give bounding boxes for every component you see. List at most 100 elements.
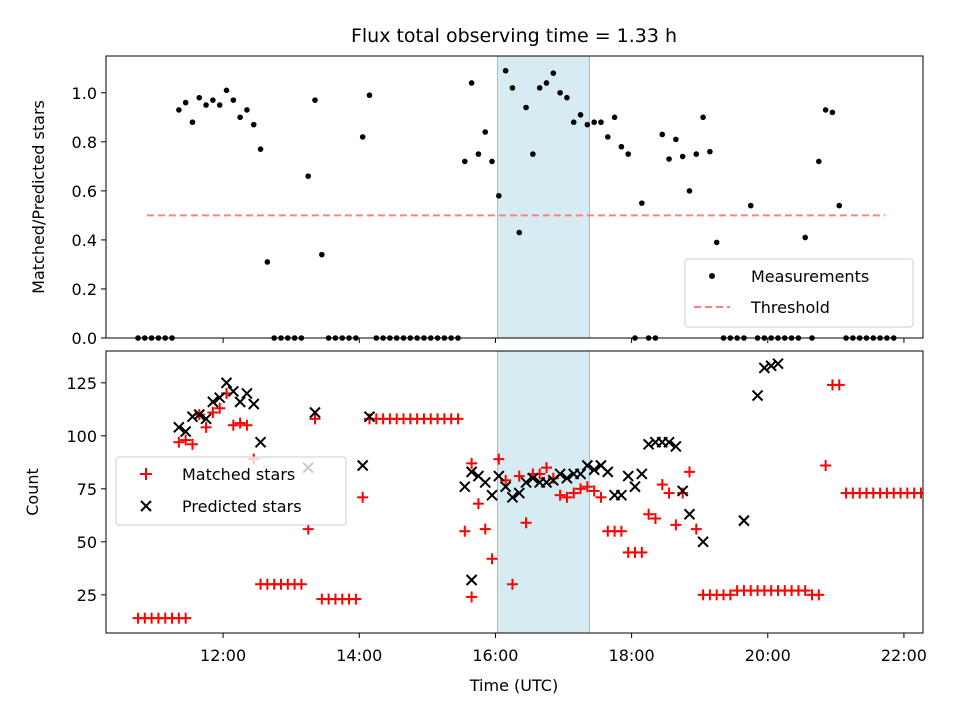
top-y-tick-label: 0.4: [72, 231, 97, 250]
measurement-point: [469, 80, 475, 86]
matched-star-marker: [684, 466, 695, 477]
measurement-point: [482, 129, 488, 135]
predicted-star-marker: [222, 378, 232, 388]
matched-star-marker: [173, 437, 184, 448]
measurement-point: [265, 259, 271, 265]
legend-label-matched: Matched stars: [182, 465, 295, 484]
matched-star-marker: [691, 524, 702, 535]
predicted-star-marker: [235, 397, 245, 407]
matched-star-marker: [350, 594, 361, 605]
matched-star-marker: [296, 579, 307, 590]
measurement-point: [183, 100, 189, 106]
matched-star-marker: [235, 418, 246, 429]
x-tick-label: 16:00: [472, 646, 518, 665]
bottom-y-tick-label: 100: [66, 427, 97, 446]
measurement-point: [251, 122, 257, 128]
matched-star-marker: [459, 526, 470, 537]
top-y-tick-label: 0.2: [72, 280, 97, 299]
measurement-point: [707, 149, 713, 155]
measurement-point: [462, 159, 468, 165]
matched-star-marker: [813, 589, 824, 600]
legend-label-predicted: Predicted stars: [182, 497, 302, 516]
measurement-point: [591, 119, 597, 125]
measurement-point: [476, 151, 482, 157]
legend-label-measurements: Measurements: [751, 267, 869, 286]
measurement-point: [693, 151, 699, 157]
measurement-point: [523, 105, 529, 111]
matched-star-marker: [357, 492, 368, 503]
measurement-point: [217, 102, 223, 108]
matched-star-marker: [473, 498, 484, 509]
figure: Flux total observing time = 1.33 h 0.00.…: [0, 0, 960, 720]
measurement-point: [673, 137, 679, 143]
measurement-point: [551, 70, 557, 76]
measurement-point: [659, 132, 665, 138]
matched-star-marker: [616, 526, 627, 537]
matched-star-marker: [487, 553, 498, 564]
measurement-point: [530, 151, 536, 157]
measurement-point: [680, 154, 686, 160]
bottom-legend: Matched stars Predicted stars: [116, 457, 346, 525]
measurement-point: [816, 159, 822, 165]
x-tick-label: 18:00: [609, 646, 655, 665]
matched-star-marker: [943, 488, 954, 499]
matched-star-marker: [664, 488, 675, 499]
top-plot-area: 0.00.20.40.60.81.0 Matched/Predicted sta…: [29, 56, 923, 348]
measurement-point: [489, 159, 495, 165]
measurement-point: [619, 144, 625, 150]
bottom-y-axis-label: Count: [23, 468, 42, 516]
predicted-star-marker: [603, 467, 613, 477]
matched-star-marker: [936, 488, 947, 499]
matched-star-marker: [949, 488, 960, 499]
predicted-star-marker: [623, 471, 633, 481]
predicted-star-marker: [480, 477, 490, 487]
measurement-point: [176, 107, 182, 113]
x-tick-label: 12:00: [200, 646, 246, 665]
predicted-star-marker: [698, 537, 708, 547]
measurement-point: [196, 95, 202, 101]
measurement-point: [578, 112, 584, 118]
measurement-point: [537, 85, 543, 91]
matched-star-marker: [228, 420, 239, 431]
bottom-highlight-span: [497, 351, 589, 633]
x-tick-label: 14:00: [336, 646, 382, 665]
top-y-tick-label: 0.6: [72, 182, 97, 201]
predicted-star-marker: [460, 482, 470, 492]
matched-star-marker: [915, 488, 926, 499]
measurement-point: [700, 115, 706, 121]
predicted-star-marker: [616, 490, 626, 500]
measurement-point: [319, 252, 325, 258]
measurement-point: [571, 119, 577, 125]
matched-star-marker: [820, 460, 831, 471]
top-y-tick-label: 0.8: [72, 133, 97, 152]
predicted-star-marker: [739, 516, 749, 526]
predicted-star-marker: [630, 482, 640, 492]
measurement-point: [639, 200, 645, 206]
top-y-axis-label: Matched/Predicted stars: [29, 100, 48, 294]
predicted-star-marker: [753, 391, 763, 401]
measurement-point: [666, 156, 672, 162]
measurement-point: [190, 119, 196, 125]
top-y-tick-label: 1.0: [72, 84, 97, 103]
top-highlight-span: [497, 56, 589, 338]
measurement-point: [830, 110, 836, 116]
measurement-point: [836, 203, 842, 209]
matched-star-marker: [677, 488, 688, 499]
measurement-point: [312, 97, 318, 103]
predicted-star-marker: [249, 399, 259, 409]
measurement-point: [305, 173, 311, 179]
matched-star-marker: [480, 524, 491, 535]
measurement-point: [585, 122, 591, 128]
predicted-star-marker: [358, 460, 368, 470]
legend-marker-measurements: [709, 273, 715, 279]
predicted-star-marker: [487, 490, 497, 500]
x-tick-label: 22:00: [881, 646, 927, 665]
measurement-point: [605, 134, 611, 140]
bottom-y-tick-label: 50: [77, 533, 97, 552]
legend-label-threshold: Threshold: [750, 298, 830, 317]
matched-star-marker: [834, 379, 845, 390]
measurement-point: [503, 68, 509, 74]
measurement-point: [231, 97, 237, 103]
predicted-star-marker: [242, 388, 252, 398]
measurement-point: [203, 102, 209, 108]
